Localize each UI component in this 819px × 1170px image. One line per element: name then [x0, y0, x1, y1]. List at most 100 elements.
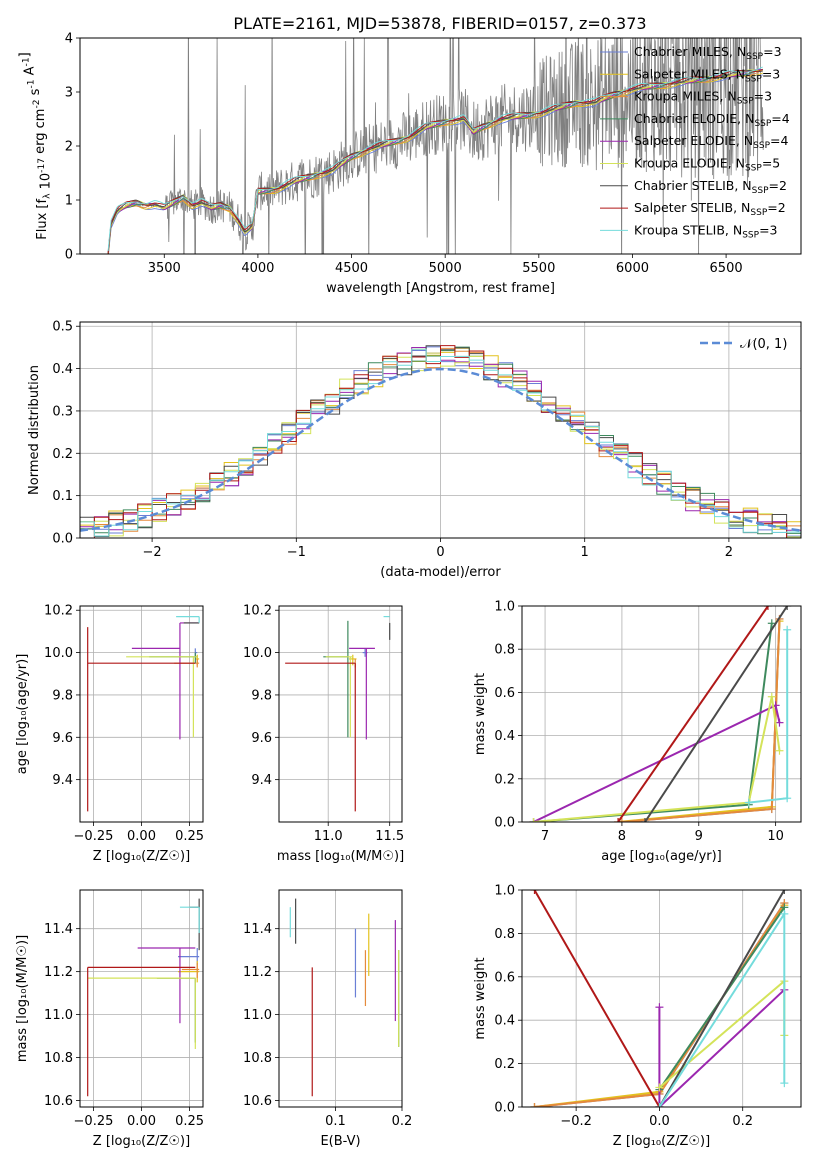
model-spectrum-chabrier-elodie [107, 68, 763, 253]
x-tick-label: 0.1 [325, 1114, 346, 1129]
series-salpeter-elodie [658, 989, 785, 1107]
y-tick-label: 10.8 [243, 1051, 272, 1066]
x-tick-label: 6500 [710, 261, 743, 276]
histogram-salpeter-stelib [80, 345, 801, 538]
axes-frame [278, 605, 403, 823]
plot-area [285, 615, 391, 812]
panel-age-vs-mass: 11.0 11.5 9.4 9.6 9.8 10.0 10.2 mass [log₁₀(M/M… [243, 604, 404, 864]
series-chabrier-stelib [658, 890, 786, 1107]
x-tick-label: 8 [618, 829, 626, 844]
y-tick-label: 10.8 [44, 1051, 73, 1066]
panel-mass-vs-Z: −0.25 0.00 0.25 10.6 10.8 11.0 11.2 11.4 Z [log₁… [15, 889, 204, 1149]
y-tick-label: 0.2 [494, 1057, 515, 1072]
y-tick-label: 0.4 [494, 729, 515, 744]
panel-spectrum: 3500 4000 4500 5000 5500 6000 6500 0 1 2 3 4 wavelen… [17, 32, 802, 296]
x-tick-label: 4000 [241, 261, 274, 276]
axes-frame [79, 321, 802, 539]
model-spectrum-salpeter-elodie [107, 69, 763, 253]
figure-title: PLATE=2161, MJD=53878, FIBERID=0157, z=0… [233, 14, 646, 33]
x-tick-label: 10 [767, 829, 784, 844]
y-tick-label: 9.8 [251, 688, 272, 703]
grid-lines [80, 890, 203, 1107]
x-tick-label: 5500 [522, 261, 555, 276]
x-axis-label: age [log₁₀(age/yr)] [601, 849, 722, 864]
y-tick-label: 0 [65, 248, 73, 263]
y-tick-label: 10.0 [44, 646, 73, 661]
y-tick-label: 0.6 [494, 970, 515, 985]
x-tick-label: 0.00 [127, 829, 156, 844]
y-tick-label: 0.5 [52, 320, 73, 335]
y-tick-label: 1.0 [494, 884, 515, 899]
legend-entry: Salpeter MILES, NSSP=3 [634, 66, 780, 84]
legend-entry: Salpeter STELIB, NSSP=2 [634, 200, 786, 218]
x-tick-label: −2 [143, 545, 162, 560]
y-tick-label: 2 [65, 140, 73, 155]
x-tick-label: 0.00 [127, 1114, 156, 1129]
x-tick-label: 0.0 [649, 1114, 670, 1129]
x-tick-label: 5000 [429, 261, 462, 276]
axes-frame [79, 37, 802, 255]
x-tick-label: 7 [541, 829, 549, 844]
x-tick-label: 2 [725, 545, 733, 560]
normal-distribution-curve [80, 367, 801, 532]
y-tick-label: 11.4 [243, 922, 272, 937]
x-axis-label: wavelength [Angstrom, rest frame] [326, 281, 555, 296]
x-tick-label: −1 [287, 545, 306, 560]
y-tick-label: 10.6 [44, 1094, 73, 1109]
legend-entry: Kroupa ELODIE, NSSP=5 [634, 156, 780, 174]
y-axis-label: mass weight [473, 673, 488, 755]
y-axis-label: mass weight [473, 957, 488, 1039]
plot-area [289, 898, 400, 1097]
x-tick-label: 3500 [148, 261, 181, 276]
y-tick-label: 9.8 [52, 688, 73, 703]
spectrum-legend: Chabrier MILES, NSSP=3 Salpeter MILES, NS… [600, 44, 790, 240]
x-axis-label: (data-model)/error [380, 565, 501, 580]
y-tick-label: 0.0 [494, 816, 515, 831]
series-kroupa-stelib [658, 910, 786, 1107]
y-tick-label: 3 [65, 86, 73, 101]
legend-entry: Kroupa STELIB, NSSP=3 [634, 222, 778, 240]
y-tick-label: 0.4 [52, 362, 73, 377]
y-tick-label: 1.0 [494, 600, 515, 615]
y-tick-label: 11.4 [44, 922, 73, 937]
y-tick-label: 0.8 [494, 927, 515, 942]
plot-area [87, 615, 200, 812]
panel-age-vs-Z: −0.25 0.00 0.25 9.4 9.6 9.8 10.0 10.2 Z [log₁₀(Z… [15, 604, 204, 864]
y-tick-label: 0.0 [494, 1101, 515, 1116]
y-tick-label: 0.0 [52, 532, 73, 547]
y-tick-label: 10.0 [243, 646, 272, 661]
y-axis-label: mass [log₁₀(M/M☉)] [15, 935, 30, 1062]
legend-entry: Kroupa MILES, NSSP=3 [634, 89, 772, 107]
y-tick-label: 0.2 [52, 447, 73, 462]
y-tick-label: 1 [65, 194, 73, 209]
observed-spectrum-line [107, 38, 764, 254]
histogram-kroupa-stelib [80, 348, 801, 537]
series-salpeter-stelib [617, 606, 769, 822]
x-axis-label: Z [log₁₀(Z/Z☉)] [93, 849, 190, 864]
plot-area [80, 345, 801, 538]
model-spectrum-kroupa-stelib [107, 66, 763, 252]
x-tick-label: 0 [436, 545, 444, 560]
y-tick-label: 4 [65, 32, 73, 47]
x-tick-label: 6000 [616, 261, 649, 276]
y-tick-label: 0.8 [494, 643, 515, 658]
x-axis-label: mass [log₁₀(M/M☉)] [277, 849, 404, 864]
y-tick-label: 0.4 [494, 1014, 515, 1029]
x-tick-label: 0.25 [175, 829, 204, 844]
plot-area [87, 898, 200, 1097]
x-tick-label: 0.2 [732, 1114, 753, 1129]
y-tick-label: 9.4 [52, 773, 73, 788]
panel-mass-vs-EBV: 0.1 0.2 10.6 10.8 11.0 11.2 11.4 E(B-V) [243, 889, 412, 1149]
grid-lines [279, 890, 403, 1107]
residuals-legend: 𝒩(0, 1) [700, 337, 787, 352]
panel-residuals: −2 −1 0 1 2 0.0 0.1 0.2 0.3 0.4 0.5 (data-model)/er… [27, 320, 802, 580]
y-tick-label: 0.3 [52, 404, 73, 419]
axes-frame [521, 889, 802, 1108]
legend-entry: Chabrier MILES, NSSP=3 [634, 44, 782, 62]
y-axis-label: Normed distribution [27, 365, 42, 495]
y-tick-label: 10.6 [243, 1094, 272, 1109]
plot-area [529, 606, 792, 822]
y-tick-label: 11.2 [243, 965, 272, 980]
grid-lines [80, 606, 203, 822]
y-tick-label: 9.4 [251, 773, 272, 788]
